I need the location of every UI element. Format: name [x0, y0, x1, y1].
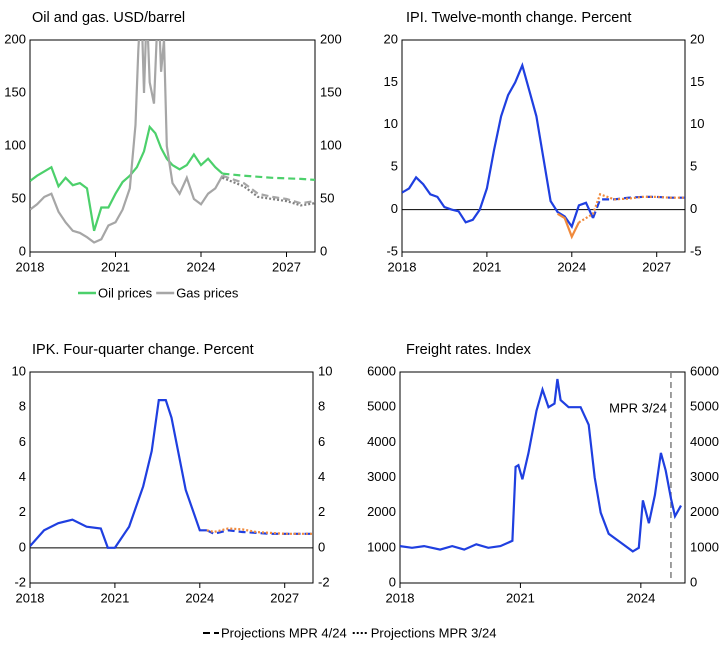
y-tick-label: -2 [14, 574, 26, 589]
x-tick-label: 2018 [386, 590, 415, 605]
series-line [30, 124, 224, 232]
series-line [221, 176, 315, 207]
series-line [222, 172, 315, 181]
plot-frame [401, 39, 686, 253]
chart-title: Oil and gas. USD/barrel [32, 10, 185, 26]
series-line [30, 40, 224, 244]
y2-tick-label: -5 [690, 243, 702, 258]
series-line [222, 174, 315, 205]
y2-tick-label: 0 [318, 539, 325, 554]
chart: Oil and gas. USD/barrel 0 0 50 50 100 100 150 15… [4, 10, 342, 301]
x-tick-label: 2018 [388, 259, 417, 274]
x-tick-label: 2024 [626, 590, 655, 605]
y-tick-label: 8 [19, 399, 26, 414]
x-tick-label: 2018 [16, 259, 45, 274]
y2-tick-label: 4 [318, 469, 325, 484]
y2-tick-label: 0 [690, 201, 697, 216]
y-tick-label: 15 [384, 74, 398, 89]
legend-label: Projections MPR 3/24 [371, 625, 497, 640]
plot-frame [29, 39, 316, 253]
y-tick-label: 0 [19, 539, 26, 554]
chart: IPI. Twelve-month change. Percent -5 -5 0 0 5… [384, 10, 705, 275]
y-tick-label: 5000 [367, 399, 396, 414]
legend-label: Gas prices [176, 285, 239, 300]
y-tick-label: 6000 [367, 363, 396, 378]
y-tick-label: 50 [12, 190, 26, 205]
y2-tick-label: 4000 [690, 434, 719, 449]
plot-frame [29, 371, 314, 584]
x-tick-label: 2018 [16, 590, 45, 605]
y-tick-label: 4000 [367, 434, 396, 449]
legend-label: Oil prices [98, 285, 153, 300]
y-tick-label: 5 [391, 159, 398, 174]
y2-tick-label: 150 [320, 84, 342, 99]
y2-tick-label: 20 [690, 31, 704, 46]
series-line [557, 212, 580, 240]
reference-label: MPR 3/24 [609, 400, 667, 415]
y2-tick-label: 15 [690, 74, 704, 89]
x-tick-label: 2021 [472, 259, 501, 274]
y-tick-label: 0 [19, 243, 26, 258]
y2-tick-label: 1000 [690, 539, 719, 554]
y2-tick-label: 3000 [690, 469, 719, 484]
x-tick-label: 2024 [557, 259, 586, 274]
y2-tick-label: 8 [318, 399, 325, 414]
y-tick-label: 4 [19, 469, 26, 484]
y-tick-label: 10 [384, 116, 398, 131]
y-tick-label: 20 [384, 31, 398, 46]
y-tick-label: 0 [391, 201, 398, 216]
x-tick-label: 2027 [642, 259, 671, 274]
y-tick-label: -5 [386, 243, 398, 258]
series-line [30, 399, 207, 549]
y2-tick-label: 5 [690, 159, 697, 174]
y-tick-label: 2000 [367, 504, 396, 519]
y2-tick-label: 6 [318, 434, 325, 449]
y2-tick-label: 6000 [690, 363, 719, 378]
series-line [206, 527, 313, 535]
series-line [591, 195, 685, 219]
chart-title: Freight rates. Index [406, 342, 532, 358]
y-tick-label: 0 [389, 574, 396, 589]
y2-tick-label: 0 [690, 574, 697, 589]
y2-tick-label: -2 [318, 574, 330, 589]
x-tick-label: 2021 [506, 590, 535, 605]
series-line [402, 62, 595, 230]
y-tick-label: 200 [4, 31, 26, 46]
y2-tick-label: 2 [318, 504, 325, 519]
x-tick-label: 2024 [185, 590, 214, 605]
chart-title: IPK. Four-quarter change. Percent [32, 342, 254, 358]
chart: Freight rates. Index 0 0 1000 1000 2000 2000 30… [367, 342, 719, 606]
legend-label: Projections MPR 4/24 [221, 625, 347, 640]
x-tick-label: 2021 [101, 259, 130, 274]
y2-tick-label: 5000 [690, 399, 719, 414]
x-tick-label: 2021 [100, 590, 129, 605]
x-tick-label: 2027 [270, 590, 299, 605]
y2-tick-label: 200 [320, 31, 342, 46]
y-tick-label: 100 [4, 137, 26, 152]
y-tick-label: 3000 [367, 469, 396, 484]
chart: IPK. Four-quarter change. Percent -2 -2 0 0 2… [12, 342, 333, 606]
y-tick-label: 2 [19, 504, 26, 519]
series-line [400, 378, 682, 553]
plot-frame [399, 371, 686, 584]
y-tick-label: 150 [4, 84, 26, 99]
y-tick-label: 10 [12, 363, 26, 378]
y2-tick-label: 2000 [690, 504, 719, 519]
y-tick-label: 6 [19, 434, 26, 449]
series-line [578, 192, 685, 224]
chart-title: IPI. Twelve-month change. Percent [406, 10, 631, 26]
y2-tick-label: 100 [320, 137, 342, 152]
y2-tick-label: 10 [318, 363, 332, 378]
y2-tick-label: 0 [320, 243, 327, 258]
series-line [206, 529, 313, 535]
y-tick-label: 1000 [367, 539, 396, 554]
x-tick-label: 2024 [187, 259, 216, 274]
y2-tick-label: 10 [690, 116, 704, 131]
y2-tick-label: 50 [320, 190, 334, 205]
x-tick-label: 2027 [272, 259, 301, 274]
